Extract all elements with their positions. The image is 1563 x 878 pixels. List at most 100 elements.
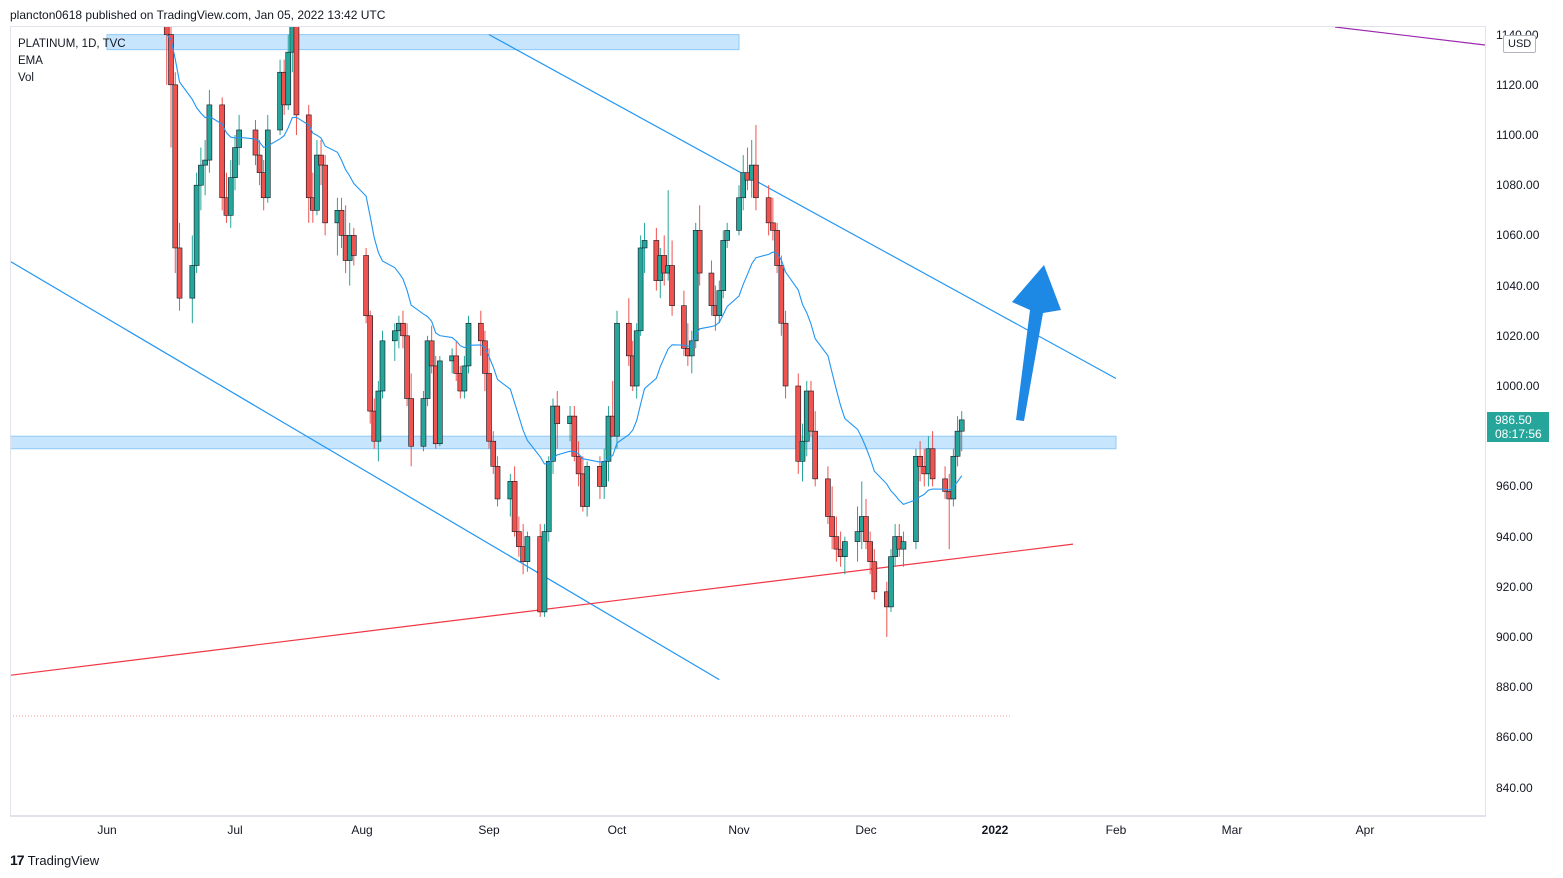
candle-body	[724, 230, 730, 241]
candle	[929, 431, 936, 487]
candles-layer	[163, 27, 965, 637]
candle-body	[601, 460, 608, 487]
candle	[795, 373, 802, 474]
candle-body	[461, 365, 468, 392]
candle-body	[833, 536, 840, 550]
time-tick-label: Oct	[607, 823, 627, 837]
candle	[227, 160, 234, 228]
candle-body	[285, 51, 292, 106]
candle-body	[782, 322, 789, 387]
candle	[692, 222, 699, 349]
candle	[189, 235, 196, 324]
candle-body	[867, 541, 873, 562]
candle	[482, 330, 488, 392]
price-tick-label: 1080.00	[1496, 178, 1540, 193]
candle	[437, 355, 443, 447]
time-axis[interactable]: Jun Jul Aug Sep Oct Nov Dec 2022 Feb Mar Apr	[10, 816, 1486, 844]
candle-body	[812, 430, 819, 480]
candle-body	[206, 104, 213, 161]
candle	[524, 531, 531, 572]
ema-layer	[166, 34, 963, 505]
candle	[633, 323, 640, 399]
candle-body	[575, 455, 582, 475]
legend-ema[interactable]: EMA	[18, 55, 43, 67]
time-tick-label: Nov	[728, 823, 750, 837]
time-tick-label: Mar	[1221, 823, 1243, 837]
candle	[614, 310, 620, 449]
candle-body	[795, 385, 802, 462]
candle	[322, 155, 328, 236]
price-tick-label: 1060.00	[1496, 228, 1540, 243]
candle	[293, 27, 300, 135]
footer-brand[interactable]: 17 TradingView	[10, 852, 99, 868]
legend-symbol[interactable]: PLATINUM, 1D, TVC	[18, 38, 126, 50]
candle-body	[293, 27, 300, 116]
candle-body	[584, 466, 590, 507]
candle	[863, 498, 869, 550]
candle	[812, 411, 819, 487]
time-tick-label: 2022	[981, 823, 1009, 837]
trendline-lower-channel	[11, 261, 720, 681]
candle-body	[888, 556, 894, 608]
time-tick-label: Sep	[478, 823, 500, 837]
candle	[913, 448, 919, 550]
candle	[954, 416, 961, 467]
candle	[724, 222, 730, 248]
zones-layer	[11, 34, 1117, 450]
candle-body	[232, 147, 238, 178]
legend-vol[interactable]: Vol	[18, 72, 34, 84]
time-tick-label: Jun	[97, 823, 117, 837]
candle	[696, 205, 703, 286]
candle-body	[424, 340, 431, 399]
candle-body	[626, 322, 632, 357]
candle-body	[633, 330, 640, 387]
candle-body	[871, 561, 878, 593]
candle	[363, 247, 369, 324]
candle	[669, 240, 675, 316]
candle-body	[681, 305, 687, 349]
candle	[541, 524, 548, 617]
candle-body	[494, 466, 501, 500]
candle-body	[545, 460, 552, 532]
candle-body	[482, 340, 488, 374]
candle-body	[486, 373, 492, 442]
candle-body	[541, 531, 548, 613]
price-tick-label: 960.00	[1496, 479, 1533, 494]
candle	[252, 119, 259, 166]
candle	[511, 466, 518, 537]
candle-body	[428, 340, 435, 367]
candle	[264, 114, 271, 203]
candle	[285, 34, 292, 110]
candle	[825, 466, 831, 525]
candle	[867, 531, 873, 575]
candle-body	[465, 322, 472, 367]
chart-legend: PLATINUM, 1D, TVC EMA Vol	[18, 36, 126, 87]
candle	[400, 310, 406, 349]
candle	[168, 27, 174, 148]
candle-body	[605, 415, 612, 462]
candle	[375, 380, 382, 462]
candle-body	[363, 255, 369, 317]
candle	[765, 185, 772, 236]
candle-body	[900, 541, 907, 550]
currency-badge[interactable]: USD	[1503, 35, 1537, 53]
candle-body	[511, 481, 518, 532]
candle-body	[829, 516, 835, 537]
candle-body	[688, 340, 695, 357]
candle-body	[740, 172, 747, 199]
candle	[232, 135, 238, 191]
chart-pane[interactable]	[10, 26, 1486, 816]
candle	[808, 380, 814, 437]
candle-body	[765, 197, 772, 224]
price-tick-label: 860.00	[1496, 730, 1533, 745]
candle-body	[524, 536, 531, 562]
price-tick-label: 920.00	[1496, 579, 1533, 594]
candle-body	[753, 164, 759, 199]
candle	[379, 330, 386, 399]
tradingview-logo-icon: 17	[10, 852, 25, 868]
candle-body	[168, 34, 174, 86]
candle	[736, 185, 742, 236]
candle	[516, 516, 522, 557]
candle	[842, 536, 848, 575]
